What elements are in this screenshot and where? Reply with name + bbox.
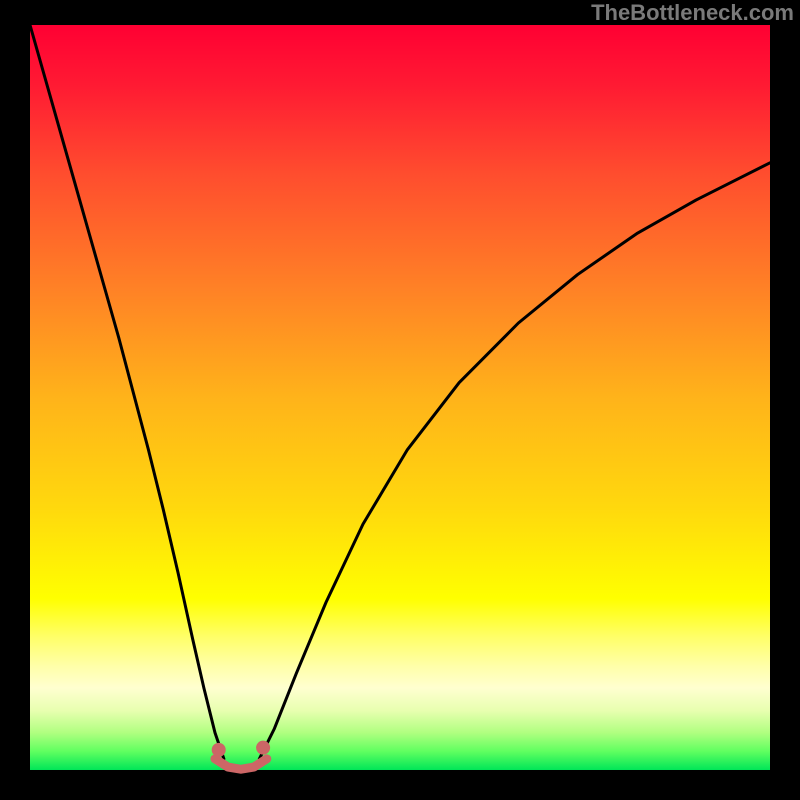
bottleneck-chart	[0, 0, 800, 800]
curve-marker	[212, 743, 226, 757]
watermark-text: TheBottleneck.com	[591, 0, 794, 26]
curve-marker	[256, 741, 270, 755]
plot-background	[30, 25, 770, 770]
chart-root: TheBottleneck.com	[0, 0, 800, 800]
